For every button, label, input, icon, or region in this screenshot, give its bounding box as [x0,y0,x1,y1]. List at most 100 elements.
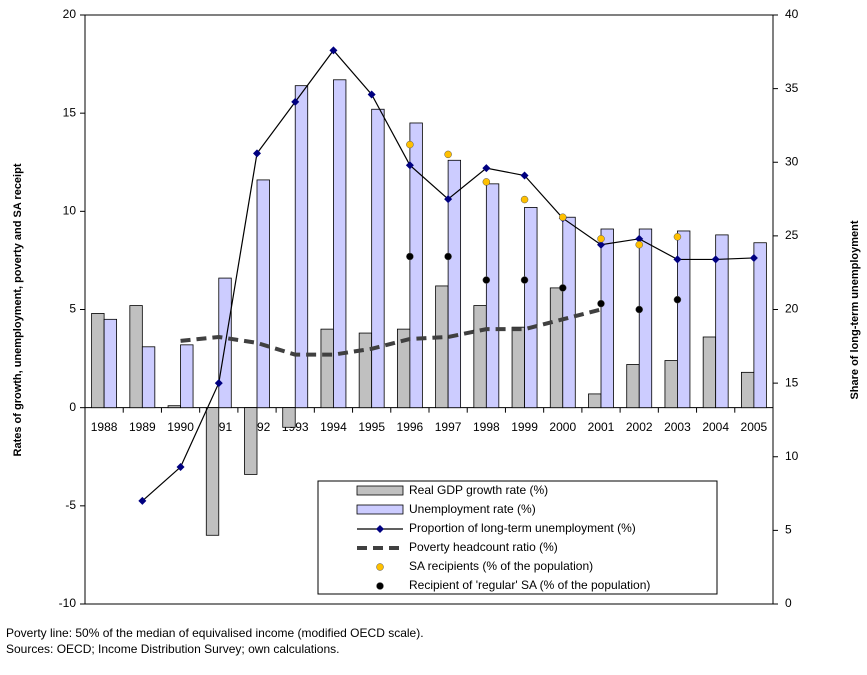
y2-tick-label: 25 [785,228,799,242]
bar [715,234,729,409]
y2-tick-label: 40 [785,7,799,21]
y-tick-label: -5 [65,498,76,512]
point [482,178,491,186]
y2-tick-label: 20 [785,302,799,316]
bar [103,318,118,409]
point [406,140,414,149]
point [597,299,605,308]
point [597,235,605,243]
y2-tick-label: 0 [785,596,792,610]
legend-label: Real GDP growth rate (%) [409,483,548,497]
y2-tick-label: 35 [785,81,799,95]
footnote: Sources: OECD; Income Distribution Surve… [6,642,339,656]
legend-label: Poverty headcount ratio (%) [409,540,558,554]
line-marker [444,195,453,204]
bar [294,85,309,409]
footnote: Poverty line: 50% of the median of equiv… [6,626,424,640]
line-marker [635,234,644,243]
bar [702,336,717,409]
y2-axis-title: Share of long-term unemployment [849,220,861,399]
bar [333,79,347,409]
bar [205,407,220,536]
y2-tick-label: 5 [785,523,792,537]
legend-label: Proportion of long-term unemployment (%) [409,521,636,535]
line-marker [329,46,338,55]
legend-swatch [356,504,404,515]
bar [141,346,156,409]
line-marker [520,171,529,180]
x-tick-label: 1990 [167,420,194,434]
bar [244,407,258,475]
dashed-line [180,307,602,357]
x-tick-label: 2003 [664,420,691,434]
bar [129,305,143,409]
legend-swatch [356,485,404,496]
line-marker [405,161,414,170]
line-marker [214,379,223,388]
point [673,233,682,241]
bar [447,159,462,409]
bar [282,407,296,428]
point [635,240,643,249]
line-marker [673,255,682,264]
x-tick-label: 1996 [397,420,424,434]
legend-swatch [376,525,384,533]
x-tick-label: 2000 [549,420,576,434]
bar [524,207,538,409]
point [673,295,682,304]
legend-swatch [376,582,384,590]
x-tick-label: 1994 [320,420,347,434]
bar [256,179,270,409]
line-marker [711,255,720,264]
bar [588,393,602,409]
line-marker [482,164,491,173]
legend-swatch [376,563,384,571]
legend-box [317,480,718,595]
y-axis-title: Rates of growth, unemployment, poverty a… [12,163,24,456]
y-tick-label: 15 [63,105,77,119]
bar [753,242,767,409]
y2-tick-label: 10 [785,449,799,463]
y2-tick-label: 30 [785,154,799,168]
x-tick-label: 1998 [473,420,500,434]
y-tick-label: 5 [69,302,76,316]
y2-tick-label: 15 [785,375,799,389]
point [520,276,529,284]
x-tick-label: 2002 [626,420,653,434]
line-marker [253,149,261,158]
point [406,252,414,261]
line-marker [176,463,185,472]
bar [511,326,525,409]
bar [91,313,105,409]
x-tick-label: 1999 [511,420,538,434]
bar [664,360,678,409]
line-marker [367,90,376,99]
line-marker [597,240,605,249]
bar [562,216,576,409]
bar [180,344,194,409]
bar [600,228,614,409]
y-tick-label: 20 [63,7,77,21]
bar [626,364,640,409]
legend-label: Unemployment rate (%) [409,502,536,516]
y-tick-label: 0 [69,400,76,414]
point [559,213,567,221]
line-marker [138,496,147,505]
bar [473,305,487,409]
y-tick-label: 10 [63,204,77,218]
x-tick-label: 2001 [588,420,615,434]
x-tick-label: 2005 [741,420,768,434]
bar [677,230,691,409]
point [444,252,452,261]
x-tick-label: 1989 [129,420,156,434]
line-marker [749,253,758,262]
x-tick-label: 2004 [702,420,729,434]
bar [638,228,653,409]
point [444,150,452,159]
x-tick-label: 1988 [91,420,118,434]
x-tick-label: 1995 [358,420,385,434]
point [520,195,529,204]
point [482,276,491,284]
bar [320,328,334,409]
